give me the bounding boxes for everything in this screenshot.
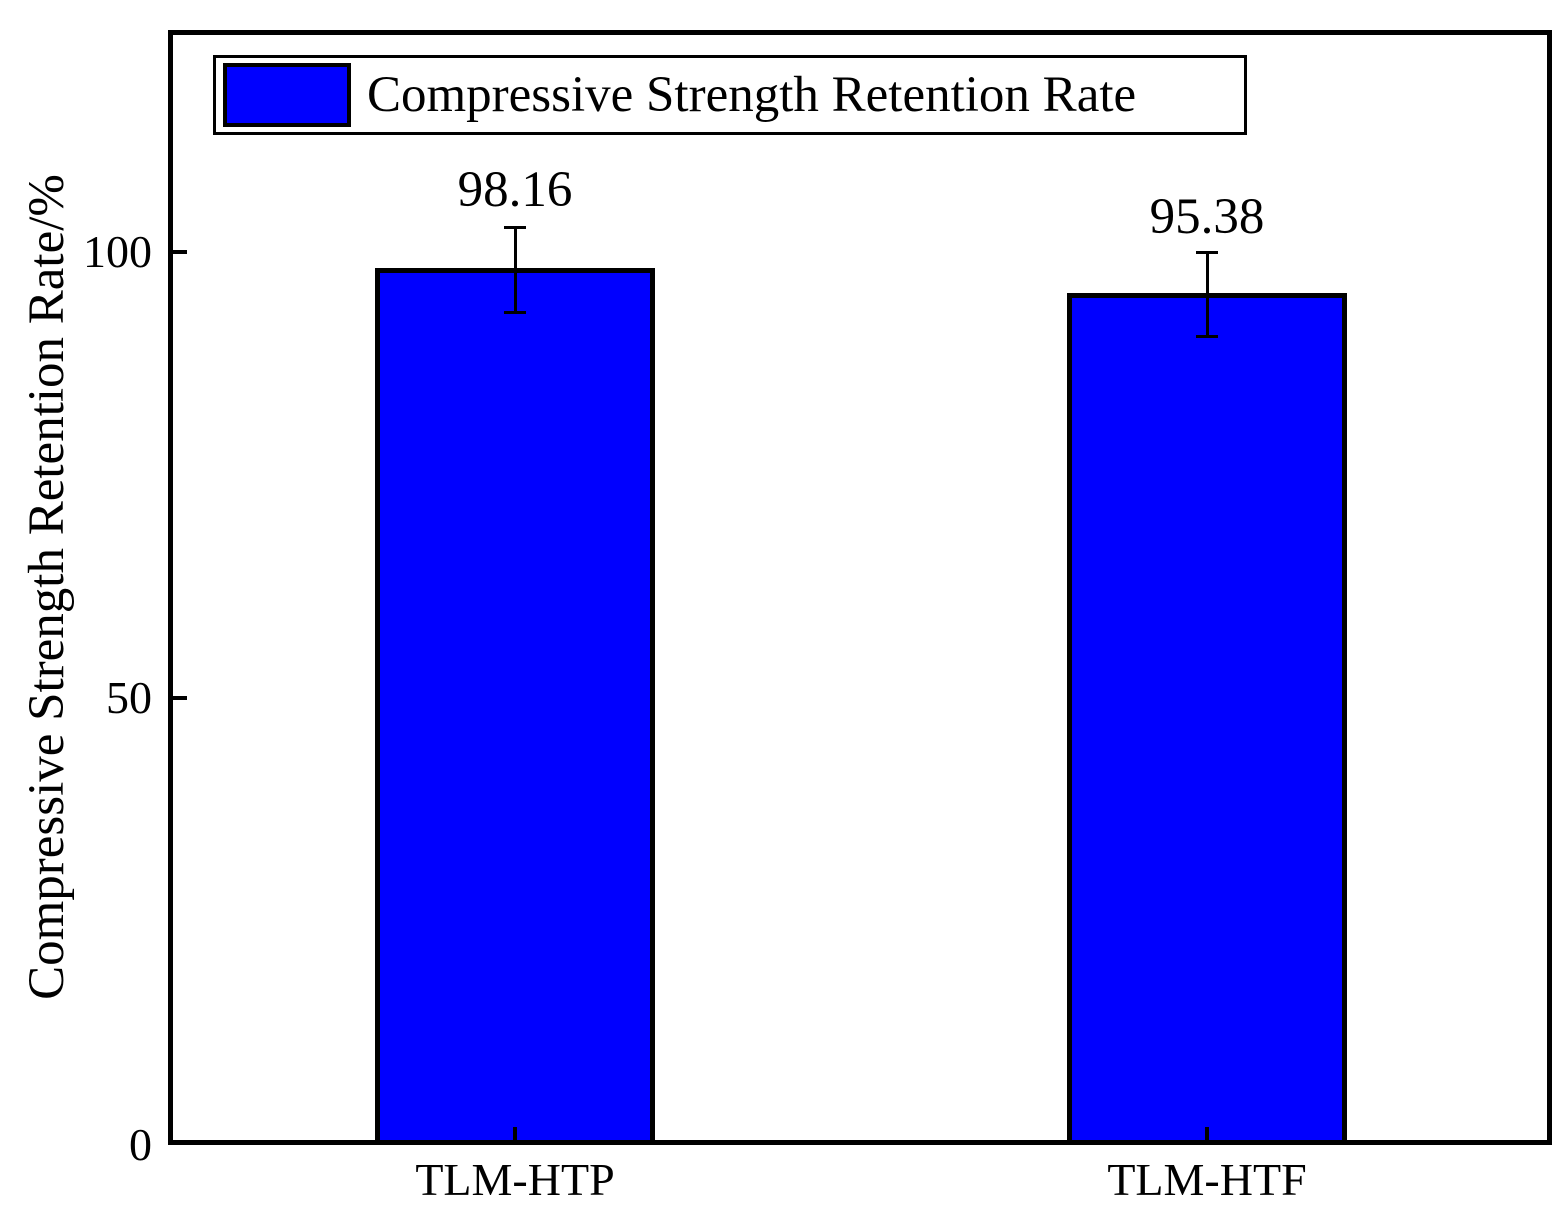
y-tick-label-100: 100 [83, 226, 152, 277]
x-tick-label-tlm-htf: TLM-HTF [1107, 1154, 1307, 1205]
y-tick-mark-50 [173, 696, 187, 700]
value-label-tlm-htf: 95.38 [1149, 189, 1265, 245]
error-bar-cap-bottom-tlm-htp [504, 311, 526, 314]
x-tick-label-tlm-htp: TLM-HTP [415, 1154, 615, 1205]
x-tick-mark-tlm-htf [1205, 1127, 1209, 1140]
y-tick-label-50: 50 [106, 672, 152, 723]
error-bar-cap-top-tlm-htf [1196, 251, 1218, 254]
y-axis-title: Compressive Strength Retention Rate/% [19, 174, 75, 1000]
plot-frame [168, 30, 1552, 1145]
y-tick-label-0: 0 [129, 1119, 152, 1170]
value-label-tlm-htp: 98.16 [457, 162, 573, 218]
legend-label: Compressive Strength Retention Rate [367, 67, 1137, 123]
bar-tlm-htp [375, 268, 655, 1145]
error-bar-cap-top-tlm-htp [504, 226, 526, 229]
error-bar-cap-bottom-tlm-htf [1196, 335, 1218, 338]
bar-tlm-htf [1067, 293, 1347, 1145]
x-tick-mark-tlm-htp [513, 1127, 517, 1140]
y-tick-mark-100 [173, 250, 187, 254]
error-bar-tlm-htf [1206, 252, 1209, 337]
legend-color-swatch [223, 63, 351, 127]
legend: Compressive Strength Retention Rate [213, 55, 1247, 135]
error-bar-tlm-htp [514, 227, 517, 313]
